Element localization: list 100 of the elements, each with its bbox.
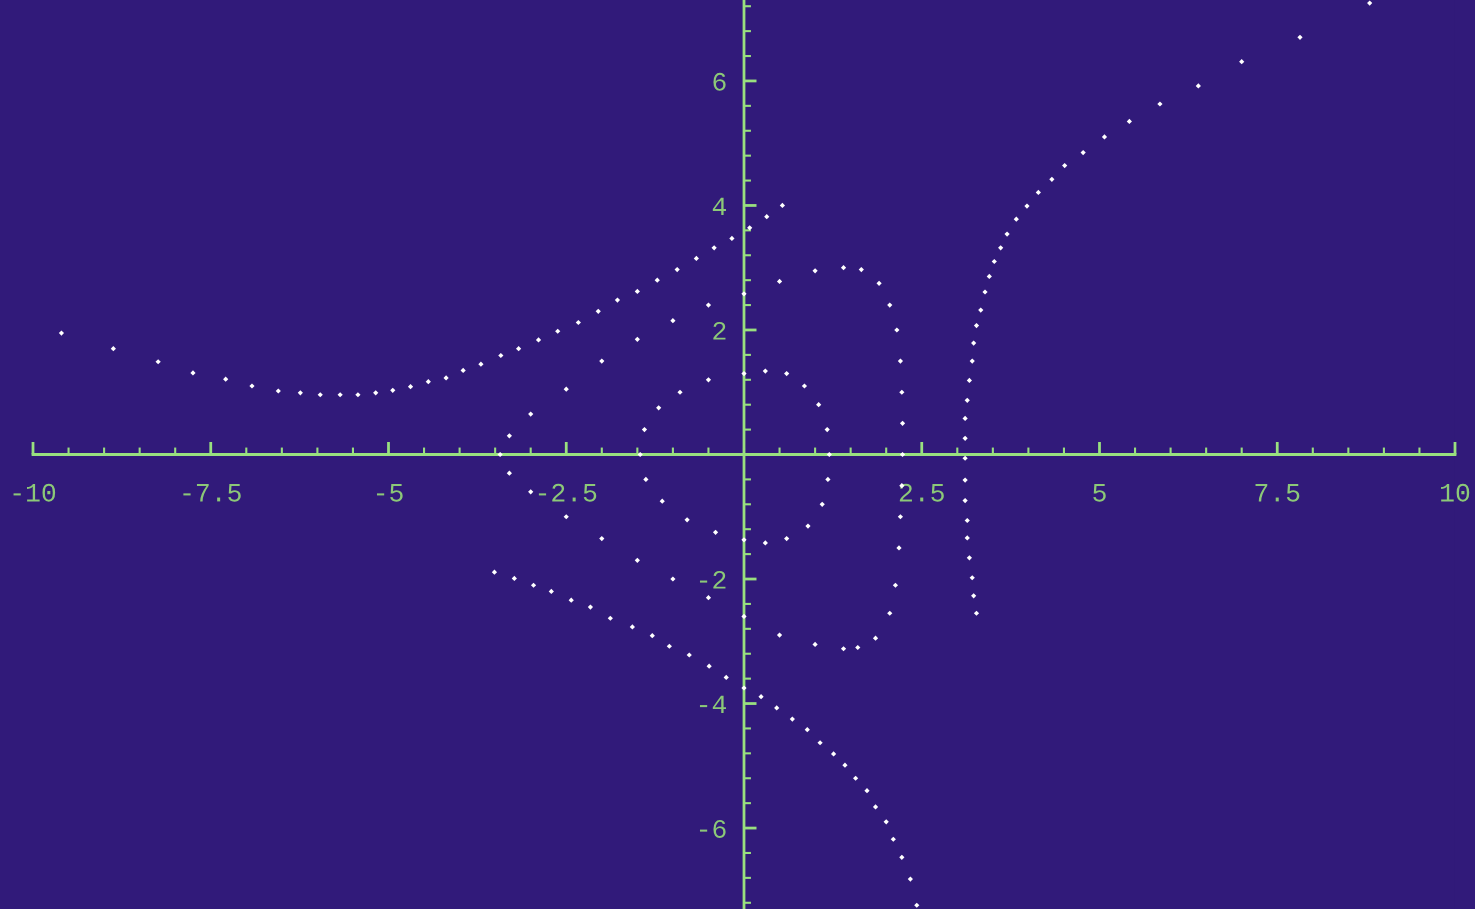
point [568, 597, 574, 603]
point [962, 497, 968, 504]
point [587, 604, 594, 610]
point [705, 377, 712, 383]
point [155, 359, 161, 365]
point [779, 202, 785, 209]
point [599, 535, 605, 542]
point [784, 370, 790, 377]
y-tick-label: -6 [699, 819, 726, 838]
point [853, 775, 859, 781]
point [723, 674, 729, 680]
point [964, 517, 970, 524]
y-tick-label: -4 [699, 695, 726, 714]
point [1239, 59, 1245, 65]
y-tick-label: -2 [699, 570, 726, 589]
x-tick-label: -5 [376, 484, 403, 502]
point [1195, 83, 1201, 89]
point [1126, 118, 1132, 125]
point [666, 643, 672, 649]
point [693, 255, 699, 261]
point [872, 804, 879, 810]
point [998, 245, 1004, 251]
point [506, 433, 512, 439]
point [674, 266, 680, 273]
point [530, 582, 537, 588]
point [776, 632, 783, 638]
point [897, 514, 904, 520]
point [528, 489, 534, 495]
point [855, 644, 861, 651]
point [317, 392, 323, 398]
point [654, 277, 660, 283]
point [892, 582, 899, 588]
point [634, 557, 640, 563]
point [747, 225, 753, 231]
point [629, 624, 635, 630]
point [1049, 176, 1055, 182]
point [659, 498, 665, 504]
point [614, 297, 621, 303]
point [555, 328, 561, 334]
point [1013, 216, 1019, 222]
point [816, 402, 822, 408]
point [1035, 189, 1041, 195]
point [819, 501, 825, 507]
point [966, 555, 972, 561]
point [58, 330, 65, 336]
point [223, 376, 229, 382]
point [962, 415, 968, 421]
point [801, 383, 808, 389]
point [729, 235, 735, 242]
point [890, 836, 896, 842]
point [784, 535, 790, 542]
point [1101, 134, 1108, 140]
point [825, 476, 831, 482]
point [907, 876, 913, 882]
point [986, 273, 992, 280]
point [899, 854, 905, 860]
point [887, 610, 893, 616]
point [641, 427, 648, 433]
point [897, 358, 904, 364]
y-tick-label: 6 [713, 72, 726, 91]
point [872, 635, 879, 641]
point [1080, 149, 1086, 156]
point [712, 529, 719, 535]
point [425, 379, 431, 385]
x-tick-label: -2.5 [538, 483, 597, 502]
point [511, 575, 517, 581]
point [776, 278, 783, 285]
point [705, 302, 712, 308]
point [491, 569, 498, 575]
point [460, 367, 466, 374]
point [497, 451, 503, 458]
point [812, 641, 818, 647]
point [670, 318, 676, 324]
point [110, 346, 116, 352]
x-tick-label: 7.5 [1255, 484, 1300, 502]
point [964, 397, 970, 403]
x-tick-label: 2.5 [899, 483, 944, 502]
point [563, 514, 569, 520]
point [914, 902, 920, 908]
point [973, 323, 980, 329]
x-tick-label: -10 [13, 483, 56, 502]
point [607, 615, 613, 621]
point [1062, 163, 1068, 169]
point [705, 595, 712, 601]
point [634, 288, 640, 294]
x-tick-label: 10 [1441, 483, 1470, 502]
point [969, 575, 975, 581]
point [575, 319, 581, 326]
point [390, 387, 396, 393]
point [548, 588, 554, 595]
point [830, 751, 837, 757]
point [297, 390, 303, 396]
point [899, 451, 906, 458]
point [595, 308, 601, 314]
point [971, 593, 977, 599]
y-tick-label: 2 [713, 321, 726, 340]
point [337, 392, 343, 398]
point [764, 214, 770, 220]
point [407, 384, 414, 390]
point [762, 540, 768, 546]
